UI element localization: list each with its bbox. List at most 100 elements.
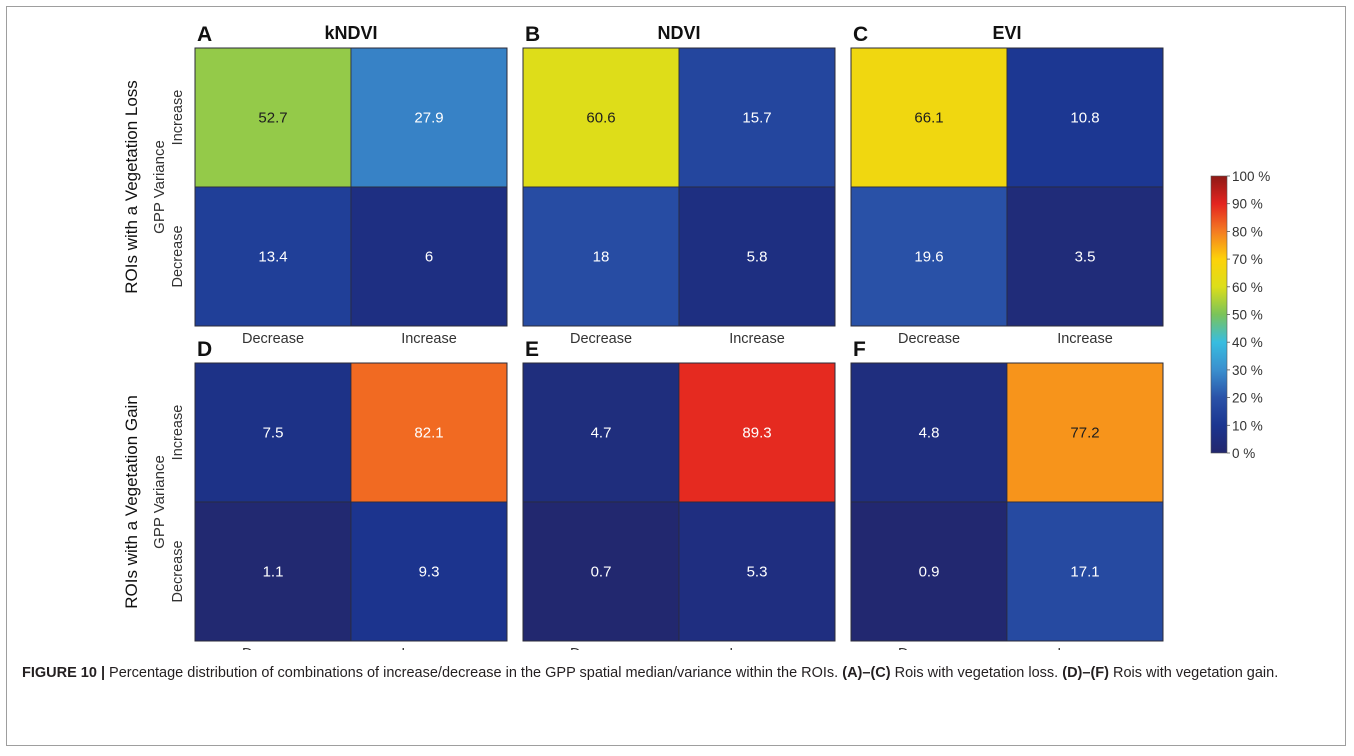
cell-value-label: 82.1 (414, 425, 443, 442)
heatmap-cell (850, 362, 1008, 503)
colorbar: 0 % 10 % 20 % 30 % 40 % 50 % 60 % 70 % 80 % 90 % 1… (1210, 169, 1270, 461)
colorbar-tick-label: 50 % (1232, 308, 1263, 323)
panel-letter: F (853, 338, 866, 361)
cell-value-label: 27.9 (414, 110, 443, 127)
colorbar-tick-label: 10 % (1232, 418, 1263, 433)
panel-e: 4.789.30.75.3EDecreaseIncreaseGPP Median (522, 338, 836, 650)
heatmap-cell (194, 362, 352, 503)
heatmap-cell (850, 501, 1008, 642)
heatmap-cell (1006, 186, 1164, 327)
panel-title: NDVI (657, 23, 700, 43)
panel-letter: D (197, 338, 212, 361)
heatmap-cell (850, 47, 1008, 188)
colorbar-tick-label: 0 % (1232, 446, 1255, 461)
colorbar-tick-label: 90 % (1232, 197, 1263, 212)
cell-value-label: 1.1 (263, 564, 284, 581)
cell-value-label: 18 (593, 249, 610, 266)
heatmap-cell (522, 186, 680, 327)
panel-letter: B (525, 23, 540, 46)
x-tick-label: Decrease (242, 646, 304, 650)
cell-value-label: 52.7 (258, 110, 287, 127)
x-tick-label: Increase (729, 331, 785, 347)
heatmap-cell (350, 47, 508, 188)
panel-a: 52.7 27.9 13.4 6 A kNDVI Decrease Increase Incre… (122, 23, 508, 347)
x-tick-label: Increase (401, 646, 457, 650)
cell-value-label: 66.1 (914, 110, 943, 127)
x-tick-label: Decrease (570, 331, 632, 347)
heatmap-cell (678, 186, 836, 327)
colorbar-tick-label: 70 % (1232, 252, 1263, 267)
row-label: ROIs with a Vegetation Loss (122, 80, 141, 294)
heatmap-cell (1006, 501, 1164, 642)
panel-border (850, 47, 1164, 327)
cell-value-label: 15.7 (742, 110, 771, 127)
panel-border (194, 362, 508, 642)
caption-text-1: Percentage distribution of combinations … (105, 665, 843, 681)
cell-value-label: 4.8 (919, 425, 940, 442)
panel-border (850, 362, 1164, 642)
cell-value-label: 5.8 (747, 249, 768, 266)
cell-value-label: 13.4 (258, 249, 287, 266)
colorbar-tick-label: 20 % (1232, 391, 1263, 406)
x-tick-label: Decrease (898, 646, 960, 650)
cell-value-label: 0.7 (591, 564, 612, 581)
heatmap-cell (350, 186, 508, 327)
caption-text-3: Rois with vegetation gain. (1108, 665, 1279, 681)
heatmap-cell (678, 362, 836, 503)
heatmap-cell (522, 501, 680, 642)
cell-value-label: 17.1 (1070, 564, 1099, 581)
colorbar-tick-label: 60 % (1232, 280, 1263, 295)
cell-value-label: 60.6 (586, 110, 615, 127)
y-tick-label: Increase (170, 405, 186, 461)
cell-value-label: 10.8 (1070, 110, 1099, 127)
y-axis-label: GPP Variance (151, 140, 168, 234)
caption-ref-2: (D)–(F) (1062, 665, 1109, 681)
heatmap-figure: 52.7 27.9 13.4 6 A kNDVI Decrease Increase Incre… (122, 23, 1270, 650)
cell-value-label: 4.7 (591, 425, 612, 442)
cell-value-label: 7.5 (263, 425, 284, 442)
caption-label: FIGURE 10 | (22, 665, 106, 681)
x-tick-label: Increase (729, 646, 785, 650)
panel-letter: C (853, 23, 868, 46)
y-tick-label: Increase (170, 90, 186, 146)
caption-ref-1: (A)–(C) (842, 665, 891, 681)
heatmap-cell (522, 47, 680, 188)
heatmap-cell (194, 186, 352, 327)
panel-border (194, 47, 508, 327)
cell-value-label: 3.5 (1075, 249, 1096, 266)
x-tick-label: Decrease (242, 331, 304, 347)
cell-value-label: 77.2 (1070, 425, 1099, 442)
panel-border (522, 362, 836, 642)
panel-letter: A (197, 23, 212, 46)
panel-title: EVI (992, 23, 1021, 43)
panel-f: 4.877.20.917.1FDecreaseIncreaseGPP Media… (850, 338, 1164, 650)
y-tick-label: Decrease (170, 225, 186, 287)
heatmap-cell (678, 501, 836, 642)
figure-caption: FIGURE 10 | Percentage distribution of c… (22, 662, 1322, 685)
cell-value-label: 9.3 (419, 564, 440, 581)
x-tick-label: Decrease (898, 331, 960, 347)
colorbar-tick-label: 40 % (1232, 335, 1263, 350)
row-label: ROIs with a Vegetation Gain (122, 395, 141, 609)
heatmap-cell (522, 362, 680, 503)
figure-frame (6, 6, 1346, 746)
colorbar-tick-label: 30 % (1232, 363, 1263, 378)
colorbar-tick-label: 80 % (1232, 224, 1263, 239)
panel-b: 60.6 15.7 18 5.8 B NDVI Decrease Increase (522, 23, 836, 347)
panel-letter: E (525, 338, 539, 361)
colorbar-tick-label: 100 % (1232, 169, 1270, 184)
x-tick-label: Increase (401, 331, 457, 347)
y-tick-label: Decrease (170, 540, 186, 602)
cell-value-label: 0.9 (919, 564, 940, 581)
caption-text-2: Rois with vegetation loss. (890, 665, 1063, 681)
y-axis-label: GPP Variance (151, 455, 168, 549)
colorbar-bar (1210, 175, 1228, 454)
x-tick-label: Decrease (570, 646, 632, 650)
panel-border (522, 47, 836, 327)
cell-value-label: 5.3 (747, 564, 768, 581)
panel-c: 66.1 10.8 19.6 3.5 C EVI Decrease Increase (850, 23, 1164, 347)
x-tick-label: Increase (1057, 331, 1113, 347)
panel-title: kNDVI (324, 23, 377, 43)
x-tick-label: Increase (1057, 646, 1113, 650)
cell-value-label: 89.3 (742, 425, 771, 442)
